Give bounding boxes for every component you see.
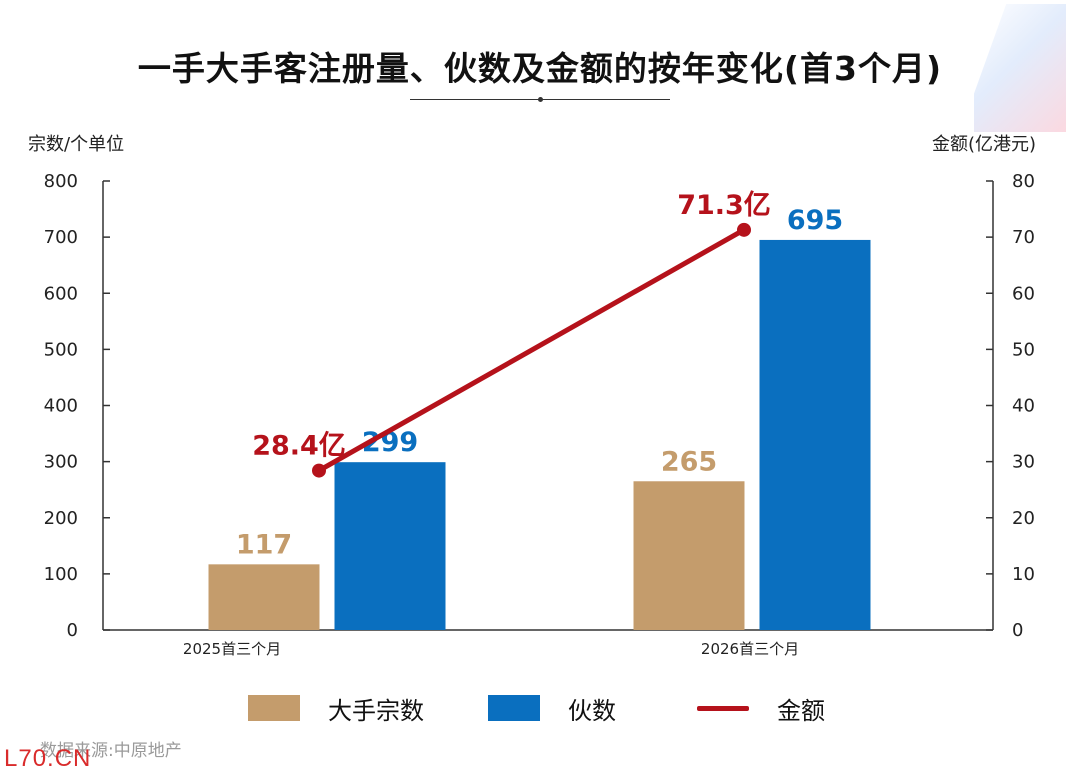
- right-tick-label: 70: [1012, 227, 1035, 248]
- legend-swatch-unit-count: [488, 695, 540, 721]
- data-source-note: 数据来源:中原地产: [40, 741, 182, 761]
- bar-bulk-count: [633, 481, 745, 630]
- left-tick-label: 500: [44, 339, 78, 360]
- left-tick-label: 300: [44, 452, 78, 473]
- chart-title: 一手大手客注册量、伙数及金额的按年变化(首3个月): [137, 49, 943, 88]
- bar-value-label: 117: [236, 529, 292, 560]
- legend-label-amount: 金额: [777, 696, 825, 725]
- left-tick-label: 100: [44, 564, 78, 585]
- title-divider-dot: [538, 97, 543, 102]
- right-tick-label: 30: [1012, 452, 1035, 473]
- left-tick-label: 0: [67, 620, 78, 641]
- legend-label-bulk-count: 大手宗数: [328, 696, 424, 725]
- right-tick-label: 40: [1012, 396, 1035, 417]
- left-tick-label: 800: [44, 171, 78, 192]
- legend-item-unit-count: 伙数: [488, 690, 616, 726]
- legend-swatch-bulk-count: [248, 695, 300, 721]
- amount-value-label: 28.4亿: [252, 431, 346, 462]
- watermark-logo: L70.CN: [4, 745, 92, 772]
- right-tick-label: 50: [1012, 339, 1035, 360]
- right-tick-label: 60: [1012, 283, 1035, 304]
- legend-line-amount: [697, 705, 749, 711]
- right-tick-label: 0: [1012, 620, 1023, 641]
- amount-point: [312, 463, 326, 478]
- right-tick-label: 20: [1012, 508, 1035, 529]
- amount-value-label: 71.3亿: [677, 190, 771, 221]
- left-axis-title: 宗数/个单位: [28, 134, 124, 155]
- legend-item-amount: 金额: [697, 690, 825, 726]
- legend-label-unit-count: 伙数: [568, 696, 616, 725]
- category-label: 2025首三个月: [183, 640, 281, 658]
- left-tick-label: 600: [44, 283, 78, 304]
- legend-item-bulk-count: 大手宗数: [248, 690, 424, 726]
- chart-legend: 大手宗数 伙数 金额: [0, 690, 1080, 730]
- bar-value-label: 265: [661, 446, 717, 477]
- bar-bulk-count: [208, 564, 320, 630]
- bar-unit-count: [759, 239, 871, 630]
- amount-line: [316, 227, 747, 474]
- left-tick-label: 200: [44, 508, 78, 529]
- left-tick-label: 700: [44, 227, 78, 248]
- bar-value-label: 695: [787, 205, 843, 236]
- bar-unit-count: [334, 462, 446, 630]
- right-tick-label: 80: [1012, 171, 1035, 192]
- amount-point: [737, 222, 751, 237]
- category-label: 2026首三个月: [701, 640, 799, 658]
- right-tick-label: 10: [1012, 564, 1035, 585]
- left-tick-label: 400: [44, 396, 78, 417]
- right-axis-title: 金额(亿港元): [932, 134, 1036, 155]
